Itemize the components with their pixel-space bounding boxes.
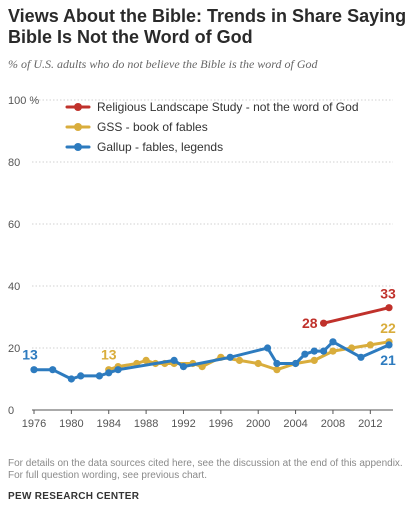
y-tick-label: 100 % bbox=[8, 95, 39, 107]
data-point bbox=[329, 338, 337, 346]
start-value-label: 13 bbox=[101, 347, 117, 363]
x-tick-label: 2012 bbox=[358, 418, 382, 430]
y-tick-label: 0 bbox=[8, 405, 14, 417]
legend-swatch-marker bbox=[74, 123, 82, 131]
chart-subtitle: % of U.S. adults who do not believe the … bbox=[8, 57, 318, 71]
footnote-line: For details on the data sources cited he… bbox=[8, 458, 403, 469]
data-point bbox=[67, 375, 75, 383]
data-point bbox=[198, 363, 206, 371]
y-tick-label: 80 bbox=[8, 157, 20, 169]
line-chart: 0 20 40 60 80 100 % 1976 1980 1984 1988 1992 1996 20… bbox=[8, 95, 396, 430]
data-point bbox=[170, 356, 178, 364]
legend-label: GSS - book of fables bbox=[97, 120, 208, 134]
x-tick-label: 1996 bbox=[209, 418, 233, 430]
y-tick-label: 20 bbox=[8, 343, 20, 355]
start-value-label: 13 bbox=[22, 347, 38, 363]
legend-label: Gallup - fables, legends bbox=[97, 140, 223, 154]
series-lines bbox=[30, 304, 393, 383]
data-point bbox=[114, 366, 122, 374]
data-point bbox=[385, 304, 393, 312]
data-labels: 28 33 13 22 13 21 bbox=[22, 286, 396, 368]
series-group bbox=[320, 304, 393, 327]
x-tick-label: 2000 bbox=[246, 418, 270, 430]
x-tick-label: 2008 bbox=[321, 418, 345, 430]
start-value-label: 28 bbox=[302, 315, 318, 331]
x-tick-label: 1984 bbox=[96, 418, 120, 430]
data-point bbox=[320, 347, 328, 355]
x-tick-label: 1992 bbox=[171, 418, 195, 430]
legend-label: Religious Landscape Study - not the word… bbox=[97, 100, 359, 114]
series-group bbox=[30, 338, 393, 383]
data-point bbox=[254, 359, 262, 368]
data-point bbox=[226, 353, 234, 361]
data-point bbox=[366, 341, 374, 349]
source-label: PEW RESEARCH CENTER bbox=[8, 491, 140, 502]
data-point bbox=[49, 366, 57, 374]
data-point bbox=[329, 347, 337, 355]
data-point bbox=[320, 319, 328, 327]
data-point bbox=[77, 372, 85, 380]
data-point bbox=[291, 359, 300, 368]
data-point bbox=[310, 356, 318, 364]
legend-item: Religious Landscape Study - not the word… bbox=[65, 100, 359, 114]
data-point bbox=[357, 353, 365, 361]
data-point bbox=[273, 359, 281, 368]
data-point bbox=[95, 372, 103, 380]
x-tick-label: 2004 bbox=[283, 418, 307, 430]
axes: 0 20 40 60 80 100 % 1976 1980 1984 1988 1992 1996 20… bbox=[8, 95, 393, 430]
footnote: For details on the data sources cited he… bbox=[8, 458, 412, 482]
chart-title: Views About the Bible: Trends in Share S… bbox=[8, 6, 407, 47]
x-tick-label: 1976 bbox=[22, 418, 46, 430]
data-point bbox=[263, 344, 272, 352]
series-group bbox=[105, 338, 393, 374]
data-point bbox=[179, 363, 188, 371]
data-point bbox=[142, 356, 150, 364]
legend: Religious Landscape Study - not the word… bbox=[65, 100, 359, 154]
data-point bbox=[235, 356, 244, 364]
series-line bbox=[32, 340, 391, 381]
data-point bbox=[301, 350, 309, 358]
series-line bbox=[322, 306, 391, 325]
y-tick-label: 40 bbox=[8, 281, 20, 293]
data-point bbox=[105, 369, 113, 377]
y-tick-label: 60 bbox=[8, 219, 20, 231]
data-point bbox=[273, 366, 281, 374]
legend-swatch-marker bbox=[74, 103, 82, 111]
legend-swatch-marker bbox=[74, 143, 82, 151]
data-point bbox=[385, 341, 393, 349]
end-value-label: 22 bbox=[380, 320, 396, 336]
legend-item: GSS - book of fables bbox=[65, 120, 208, 134]
data-point bbox=[310, 347, 318, 355]
data-point bbox=[30, 366, 38, 374]
grid-lines bbox=[32, 99, 393, 349]
x-tick-label: 1988 bbox=[134, 418, 158, 430]
x-tick-label: 1980 bbox=[59, 418, 83, 430]
end-value-label: 21 bbox=[380, 352, 396, 368]
footnote-line: For full question wording, see previous … bbox=[8, 470, 207, 481]
legend-item: Gallup - fables, legends bbox=[65, 140, 223, 154]
end-value-label: 33 bbox=[380, 286, 396, 302]
